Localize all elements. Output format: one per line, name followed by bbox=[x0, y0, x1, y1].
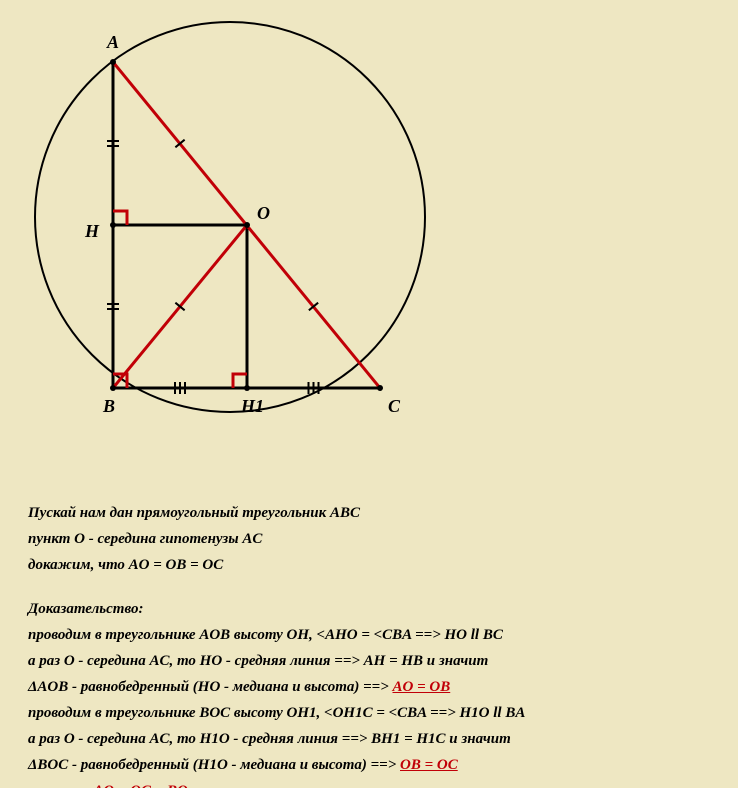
point-label-O: O bbox=[257, 203, 270, 224]
highlight: AO = OB bbox=[393, 679, 451, 695]
proof-line: Пускай нам дан прямоугольный треугольник… bbox=[28, 500, 708, 526]
proof-line: ΔAOB - равнобедренный (HO - медиана и вы… bbox=[28, 674, 708, 700]
proof-line: а раз O - середина AC, то HO - средняя л… bbox=[28, 648, 708, 674]
proof-line: и значит AO = OC = BO bbox=[28, 778, 708, 788]
point-label-A: A bbox=[107, 32, 119, 53]
proof-line: проводим в треугольнике BOC высоту OH1, … bbox=[28, 700, 708, 726]
highlight: OB = OC bbox=[400, 757, 458, 773]
geometry-diagram bbox=[0, 0, 738, 460]
proof-line: а раз O - середина AC, то H1O - средняя … bbox=[28, 726, 708, 752]
proof-line: проводим в треугольнике AOB высоту OH, <… bbox=[28, 622, 708, 648]
proof-text: Пускай нам дан прямоугольный треугольник… bbox=[28, 500, 708, 788]
proof-line: докажим, что AO = OB = OC bbox=[28, 552, 708, 578]
highlight: AO = OC = BO bbox=[93, 783, 188, 788]
figure-canvas: Пускай нам дан прямоугольный треугольник… bbox=[0, 0, 738, 788]
point-label-H: H bbox=[85, 221, 99, 242]
point-label-H1: H1 bbox=[241, 396, 264, 417]
point-label-C: C bbox=[388, 396, 400, 417]
proof-line: ΔBOC - равнобедренный (H1O - медиана и в… bbox=[28, 752, 708, 778]
proof-line: Доказательство: bbox=[28, 596, 708, 622]
point-label-B: B bbox=[103, 396, 115, 417]
proof-line: пункт O - середина гипотенузы AC bbox=[28, 526, 708, 552]
